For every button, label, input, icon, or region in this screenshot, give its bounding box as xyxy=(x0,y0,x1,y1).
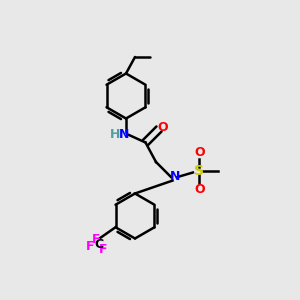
Text: N: N xyxy=(169,170,180,184)
Text: C: C xyxy=(94,238,103,251)
Text: S: S xyxy=(194,164,205,178)
Text: F: F xyxy=(86,240,94,253)
Text: H: H xyxy=(110,128,121,141)
Text: F: F xyxy=(99,243,108,256)
Text: N: N xyxy=(119,128,130,141)
Text: O: O xyxy=(194,146,205,159)
Text: O: O xyxy=(194,183,205,196)
Text: O: O xyxy=(158,121,168,134)
Text: F: F xyxy=(92,233,100,246)
